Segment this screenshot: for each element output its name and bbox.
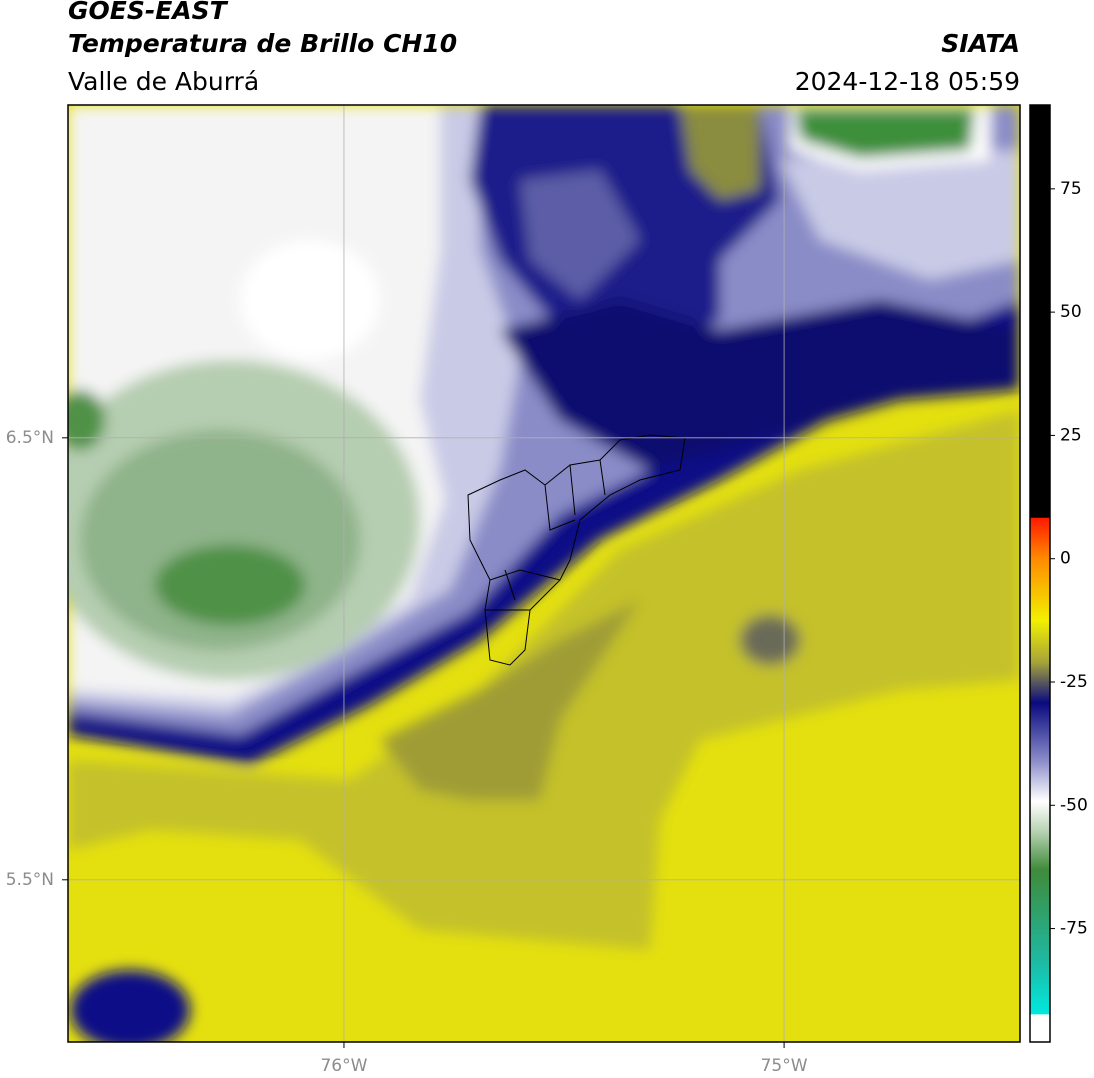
map-frame — [67, 104, 1021, 1043]
colorbar-tick-label: 75 — [1060, 179, 1082, 199]
y-tick-label: 6.5°N — [6, 428, 54, 448]
colorbar — [1029, 104, 1051, 1043]
colorbar-tick-label: -50 — [1060, 795, 1088, 815]
x-tick-label: 75°W — [761, 1056, 808, 1076]
colorbar-tick-label: -75 — [1060, 919, 1088, 939]
x-tick-label: 76°W — [320, 1056, 367, 1076]
title: GOES-EAST — [68, 0, 229, 25]
datetime: 2024-12-18 05:59 — [795, 67, 1020, 96]
region: Valle de Aburrá — [68, 67, 259, 96]
satellite-field — [68, 105, 1020, 1042]
colorbar-tick-label: 50 — [1060, 302, 1082, 322]
source: SIATA — [941, 29, 1020, 58]
colorbar-tick-label: 0 — [1060, 549, 1071, 569]
colorbar-tick-label: 25 — [1060, 425, 1082, 445]
y-tick-label: 5.5°N — [6, 870, 54, 890]
subtitle: Temperatura de Brillo CH10 — [68, 29, 457, 58]
graticule — [68, 105, 1020, 1042]
colorbar-tick-label: -25 — [1060, 672, 1088, 692]
